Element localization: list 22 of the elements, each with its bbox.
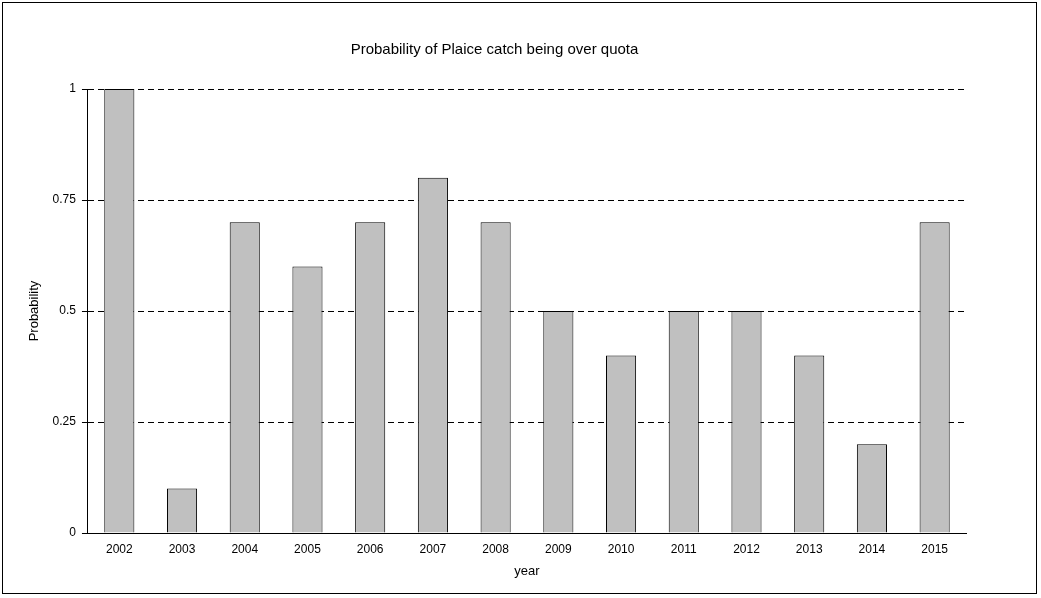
x-tick-label: 2009 xyxy=(544,541,573,556)
x-tick-label: 2012 xyxy=(733,541,761,556)
y-tick-label: 0.75 xyxy=(52,192,77,207)
x-tick-label: 2010 xyxy=(607,541,635,556)
x-tick-label: 2007 xyxy=(419,541,447,556)
x-tick-label: 2006 xyxy=(356,541,384,556)
x-axis-title: year xyxy=(514,562,541,578)
y-tick-label: 0.25 xyxy=(52,414,77,429)
x-tick-label: 2015 xyxy=(921,541,949,556)
chart-title: Probability of Plaice catch being over quota xyxy=(350,40,639,58)
x-tick-label: 2014 xyxy=(858,541,886,556)
x-tick-label: 2011 xyxy=(670,541,697,556)
x-tick-label: 2005 xyxy=(294,541,322,556)
x-tick-label: 2004 xyxy=(231,541,259,556)
x-tick-label: 2003 xyxy=(168,541,196,556)
x-tick-label: 2013 xyxy=(795,541,823,556)
x-tick-label: 2008 xyxy=(482,541,510,556)
y-tick-label: 0.5 xyxy=(59,303,77,318)
x-tick-label: 2002 xyxy=(105,541,133,556)
y-axis-title: Probability xyxy=(26,280,42,342)
y-tick-label: 0 xyxy=(69,525,77,540)
y-tick-label: 1 xyxy=(69,81,77,96)
